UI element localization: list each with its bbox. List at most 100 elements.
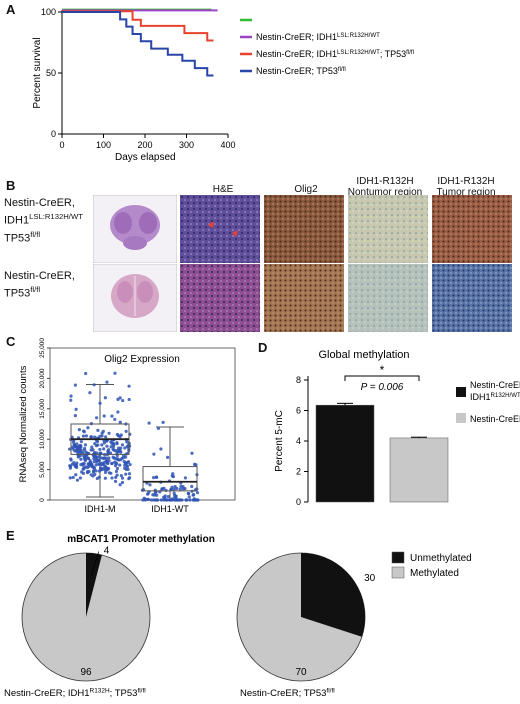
c-data-point [89, 435, 93, 439]
c-data-point [97, 475, 101, 479]
c-data-point [127, 477, 131, 481]
c-data-point [115, 466, 120, 471]
c-data-point [116, 446, 121, 450]
d-y-axis-label: Percent 5-mC [274, 410, 285, 472]
c-data-point [96, 428, 100, 432]
c-data-point [119, 473, 123, 478]
c-data-point [118, 420, 122, 424]
c-data-point [177, 498, 181, 502]
c-data-point [75, 465, 79, 469]
c-data-point [113, 417, 117, 421]
c-data-point [86, 426, 90, 430]
c-data-point [94, 463, 98, 467]
c-data-point [100, 462, 104, 467]
a-legend-label: Nestin-CreER; TP53fl/fl​ [256, 66, 346, 76]
c-data-point [71, 447, 75, 451]
c-data-point [112, 443, 116, 447]
c-data-point [110, 414, 114, 418]
a-x-axis-label: Days elapsed [115, 152, 176, 163]
d-bar [389, 437, 449, 503]
d-legend-label-line1: Nestin-CreER; [470, 380, 520, 390]
col-header-idh1-tumor: IDH1-R132H Tumor region [436, 176, 496, 198]
c-data-point [92, 460, 96, 464]
c-data-point [106, 450, 110, 454]
c-data-point [74, 407, 78, 411]
c-data-point [102, 447, 106, 451]
c-data-point [113, 479, 118, 483]
c-data-point [91, 448, 95, 452]
c-data-point [77, 454, 81, 458]
c-data-point [186, 491, 190, 496]
c-data-point [98, 401, 102, 405]
c-data-point [98, 447, 102, 452]
c-data-point [192, 462, 197, 466]
c-data-point [92, 465, 96, 469]
c-data-point [99, 456, 104, 460]
a-series-line [62, 11, 214, 77]
c-data-point [181, 487, 185, 491]
c-data-point [161, 420, 165, 424]
c-data-point [184, 498, 188, 502]
c-data-point [69, 398, 73, 402]
d-legend-swatch [456, 413, 466, 423]
a-x-tick-label: 300 [179, 140, 194, 150]
c-data-point [170, 497, 175, 501]
c-data-point [118, 463, 122, 467]
c-data-point [120, 480, 125, 485]
c-data-point [71, 475, 75, 480]
c-data-point [100, 431, 104, 435]
c-data-point [81, 434, 86, 438]
c-data-point [152, 452, 156, 456]
c-data-point [103, 476, 107, 480]
e-legend-label: Methylated [410, 568, 459, 579]
a-y-tick-label: 50 [46, 68, 56, 78]
c-data-point [90, 445, 94, 449]
c-data-point [107, 459, 111, 463]
e-pie-caption: Nestin-CreER; IDH1R132H​; TP53fl/fl​ [4, 688, 146, 699]
c-data-point [123, 461, 128, 465]
c-data-point [74, 445, 78, 449]
c-data-point [94, 444, 98, 448]
c-data-point [125, 440, 129, 444]
c-data-point [93, 435, 97, 439]
tile-r2-idh1-tumor [432, 264, 512, 332]
olig2-box-plot: 0 5,000 10,000 15,000 20,000 25,000 RNAseq Nor… [18, 338, 236, 514]
c-data-point [183, 476, 188, 480]
e-legend-swatch [391, 551, 405, 564]
c-data-point [91, 469, 96, 473]
tile-r1-whole-brain [93, 195, 177, 263]
d-y-tick-label: 0 [296, 497, 301, 507]
row1-label-line1: Nestin-CreER, [4, 197, 75, 209]
c-data-point [100, 434, 104, 438]
c-data-point [146, 497, 150, 502]
c-y-axis-label: RNAseq Normalized counts [18, 365, 29, 482]
c-y-tick-label: 0 [39, 498, 46, 502]
c-data-point [107, 456, 111, 460]
c-data-point [68, 476, 72, 480]
c-y-tick-label: 5,000 [39, 461, 46, 478]
a-y-axis-label: Percent survival [32, 37, 43, 108]
c-data-point [120, 443, 125, 447]
c-data-point [95, 439, 100, 444]
c-data-point [152, 475, 156, 480]
d-bar [315, 404, 375, 503]
c-data-point [140, 488, 145, 492]
e-unmethylated-value: 30 [364, 573, 376, 584]
c-x-category-label: IDH1-WT [151, 504, 189, 514]
panel-a-letter: A [6, 2, 16, 17]
c-data-point [152, 493, 157, 497]
c-data-point [162, 495, 166, 499]
c-data-point [192, 493, 196, 497]
row1-label-line3: TP53fl/fl [4, 229, 41, 245]
c-data-point [113, 371, 117, 375]
c-data-point [148, 483, 152, 487]
c-y-tick-label: 10,000 [39, 429, 46, 449]
c-data-point [104, 465, 108, 469]
c-data-point [104, 435, 108, 439]
c-data-point [127, 444, 132, 448]
c-box [142, 466, 198, 492]
c-data-point [102, 414, 106, 418]
d-legend-swatch [456, 387, 466, 397]
d-p-value: P = 0.006 [361, 382, 404, 393]
